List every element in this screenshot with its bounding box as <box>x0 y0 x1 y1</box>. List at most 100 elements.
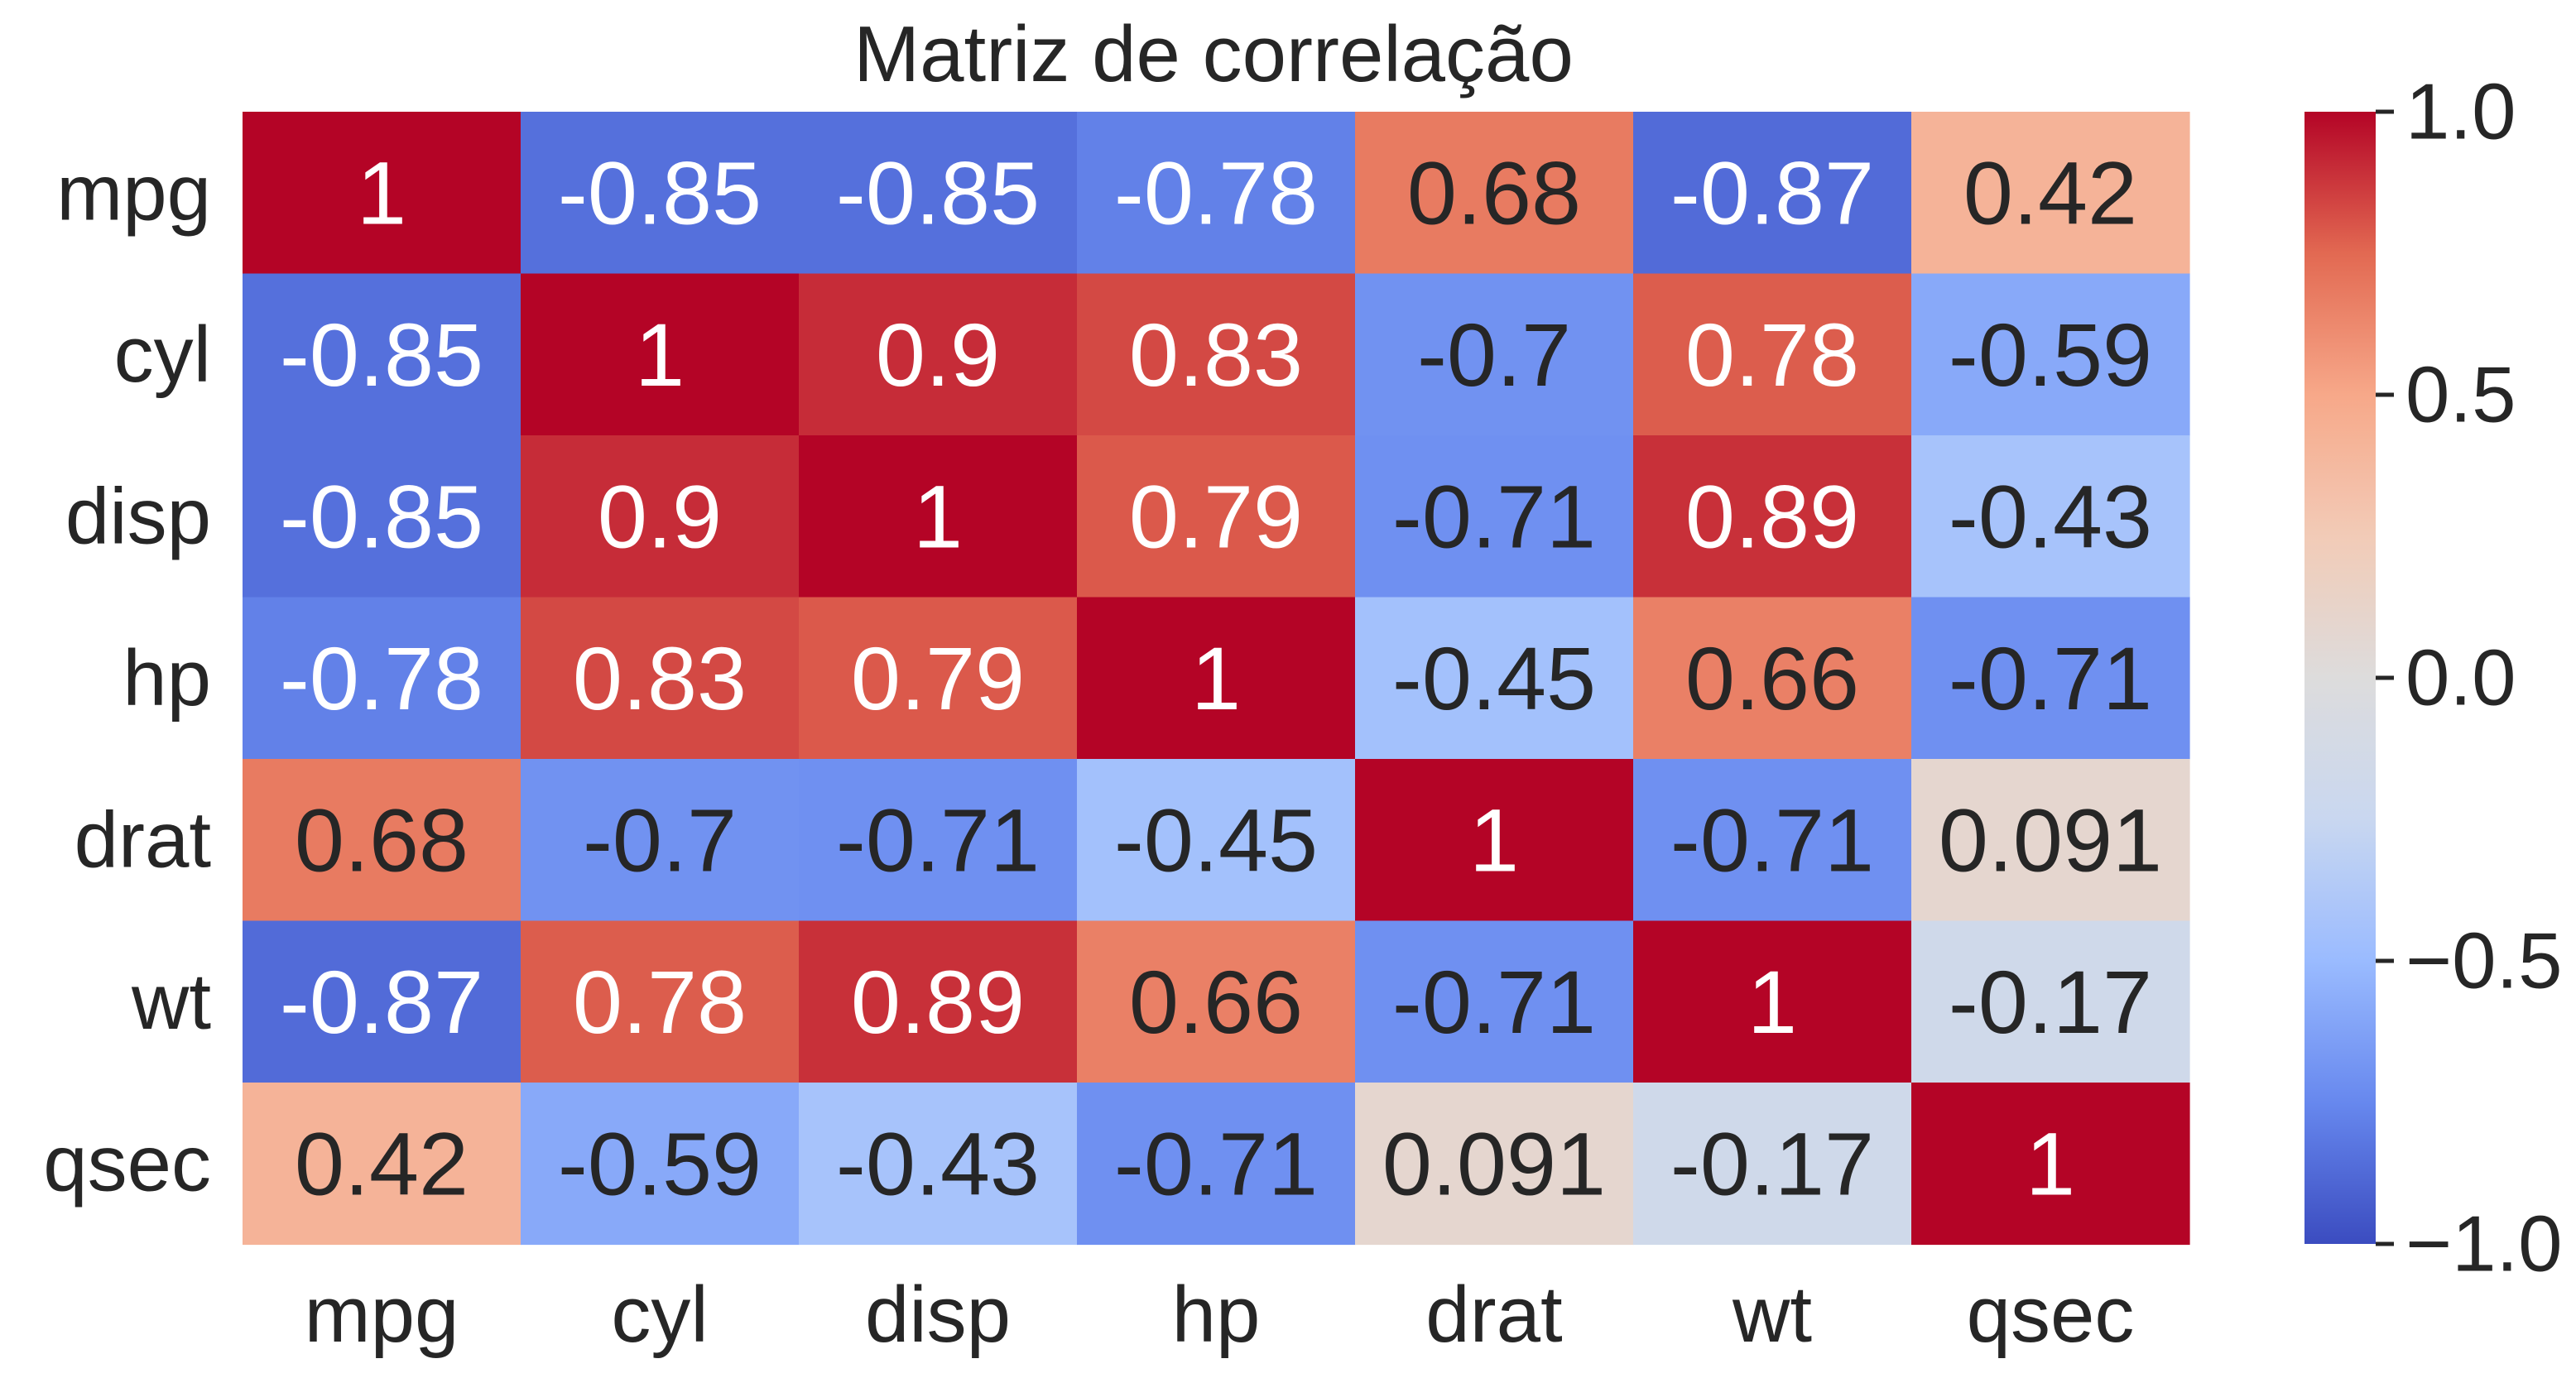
cell-label-mpg-drat: 0.68 <box>1407 142 1581 242</box>
cell-label-drat-wt: -0.71 <box>1670 790 1874 890</box>
cell-label-mpg-cyl: -0.85 <box>558 142 762 242</box>
cell-label-mpg-mpg: 1 <box>357 142 406 242</box>
x-tick-label-mpg: mpg <box>305 1270 459 1359</box>
heatmap-cell-drat-qsec <box>1911 759 2190 922</box>
y-tick-label-hp: hp <box>123 634 211 723</box>
cell-label-drat-disp: -0.71 <box>836 790 1040 890</box>
cell-label-mpg-qsec: 0.42 <box>1963 142 2137 242</box>
heatmap-cell-hp-qsec <box>1911 597 2190 760</box>
heatmap-cell-mpg-drat <box>1355 112 1634 275</box>
cell-label-wt-wt: 1 <box>1747 952 1797 1052</box>
heatmap-cell-drat-mpg <box>243 759 521 922</box>
x-tick-label-hp: hp <box>1172 1270 1261 1359</box>
colorbar-tick-label-3: −0.5 <box>2405 917 2563 1006</box>
cell-label-qsec-drat: 0.091 <box>1382 1113 1606 1213</box>
cell-label-drat-hp: -0.45 <box>1114 790 1318 890</box>
heatmap-cell-qsec-hp <box>1077 1083 1356 1246</box>
colorbar-tick-label-2: 0.0 <box>2405 634 2516 723</box>
heatmap-cells <box>243 112 2190 1246</box>
cell-label-disp-hp: 0.79 <box>1129 466 1303 566</box>
cell-label-qsec-qsec: 1 <box>2026 1113 2075 1213</box>
cell-label-disp-cyl: 0.9 <box>598 466 722 566</box>
cell-label-mpg-hp: -0.78 <box>1114 142 1318 242</box>
heatmap-cell-cyl-qsec <box>1911 273 2190 436</box>
heatmap-cell-qsec-qsec <box>1911 1083 2190 1246</box>
cell-label-cyl-drat: -0.7 <box>1417 305 1571 405</box>
cell-label-drat-cyl: -0.7 <box>583 790 737 890</box>
cell-label-hp-mpg: -0.78 <box>280 628 483 728</box>
cell-label-hp-wt: 0.66 <box>1685 628 1859 728</box>
heatmap-cell-drat-hp <box>1077 759 1356 922</box>
heatmap-cell-wt-hp <box>1077 920 1356 1083</box>
heatmap-cell-hp-hp <box>1077 597 1356 760</box>
heatmap-cell-qsec-wt <box>1633 1083 1912 1246</box>
colorbar: 1.0 0.5 0.0 −0.5 −1.0 <box>2304 68 2563 1289</box>
heatmap-cell-mpg-cyl <box>521 112 800 275</box>
heatmap-cell-qsec-drat <box>1355 1083 1634 1246</box>
y-tick-label-drat: drat <box>74 795 211 884</box>
colorbar-tick-label-1: 0.5 <box>2405 351 2516 439</box>
heatmap-cell-mpg-qsec <box>1911 112 2190 275</box>
heatmap-cell-hp-mpg <box>243 597 521 760</box>
heatmap-cell-hp-drat <box>1355 597 1634 760</box>
cell-label-cyl-qsec: -0.59 <box>1949 305 2152 405</box>
cell-label-hp-disp: 0.79 <box>851 628 1025 728</box>
heatmap-cell-mpg-mpg <box>243 112 521 275</box>
heatmap-cell-hp-cyl <box>521 597 800 760</box>
cell-label-cyl-wt: 0.78 <box>1685 305 1859 405</box>
cell-label-hp-cyl: 0.83 <box>573 628 747 728</box>
cell-label-wt-hp: 0.66 <box>1129 952 1303 1052</box>
colorbar-tick-label-0: 1.0 <box>2405 68 2516 156</box>
heatmap-cell-drat-wt <box>1633 759 1912 922</box>
heatmap-cell-wt-cyl <box>521 920 800 1083</box>
x-axis-tick-labels: mpg cyl disp hp drat wt qsec <box>305 1270 2135 1359</box>
heatmap-cell-drat-drat <box>1355 759 1634 922</box>
x-tick-label-cyl: cyl <box>611 1270 708 1359</box>
heatmap-cell-qsec-disp <box>799 1083 1078 1246</box>
cell-label-qsec-disp: -0.43 <box>836 1113 1040 1213</box>
heatmap-cell-wt-mpg <box>243 920 521 1083</box>
heatmap-cell-disp-mpg <box>243 435 521 598</box>
cell-label-qsec-hp: -0.71 <box>1114 1113 1318 1213</box>
y-tick-label-wt: wt <box>131 958 211 1046</box>
x-tick-label-disp: disp <box>865 1270 1011 1359</box>
heatmap-cell-qsec-cyl <box>521 1083 800 1246</box>
x-tick-label-drat: drat <box>1425 1270 1562 1359</box>
cell-label-disp-qsec: -0.43 <box>1949 466 2152 566</box>
heatmap-cell-wt-drat <box>1355 920 1634 1083</box>
cell-label-wt-cyl: 0.78 <box>573 952 747 1052</box>
cell-label-drat-drat: 1 <box>1469 790 1519 890</box>
colorbar-ticks: 1.0 0.5 0.0 −0.5 −1.0 <box>2376 68 2563 1289</box>
heatmap-annotations: 1 -0.85 -0.85 -0.78 0.68 -0.87 0.42 -0.85 1 0.9 0.… <box>280 142 2162 1213</box>
y-tick-label-qsec: qsec <box>43 1119 211 1208</box>
heatmap-cell-disp-cyl <box>521 435 800 598</box>
cell-label-hp-qsec: -0.71 <box>1949 628 2152 728</box>
colorbar-tick-label-4: −1.0 <box>2405 1200 2563 1289</box>
x-tick-label-qsec: qsec <box>1967 1270 2135 1359</box>
y-axis-tick-labels: mpg cyl disp hp drat wt qsec <box>43 148 211 1208</box>
heatmap-cell-wt-disp <box>799 920 1078 1083</box>
cell-label-hp-drat: -0.45 <box>1392 628 1596 728</box>
heatmap-cell-cyl-cyl <box>521 273 800 436</box>
y-tick-label-cyl: cyl <box>114 310 211 399</box>
y-tick-label-disp: disp <box>65 472 211 560</box>
heatmap-cell-disp-wt <box>1633 435 1912 598</box>
colorbar-gradient <box>2304 112 2376 1244</box>
heatmap-cell-drat-disp <box>799 759 1078 922</box>
cell-label-disp-drat: -0.71 <box>1392 466 1596 566</box>
heatmap-cell-hp-disp <box>799 597 1078 760</box>
cell-label-mpg-wt: -0.87 <box>1670 142 1874 242</box>
heatmap-cell-disp-qsec <box>1911 435 2190 598</box>
x-tick-label-wt: wt <box>1732 1270 1812 1359</box>
heatmap-cell-wt-wt <box>1633 920 1912 1083</box>
cell-label-wt-mpg: -0.87 <box>280 952 483 1052</box>
cell-label-qsec-mpg: 0.42 <box>295 1113 469 1213</box>
chart-title: Matriz de correlação <box>853 10 1574 98</box>
cell-label-qsec-wt: -0.17 <box>1670 1113 1874 1213</box>
heatmap-cell-mpg-disp <box>799 112 1078 275</box>
heatmap-cell-qsec-mpg <box>243 1083 521 1246</box>
cell-label-disp-wt: 0.89 <box>1685 466 1859 566</box>
cell-label-wt-drat: -0.71 <box>1392 952 1596 1052</box>
